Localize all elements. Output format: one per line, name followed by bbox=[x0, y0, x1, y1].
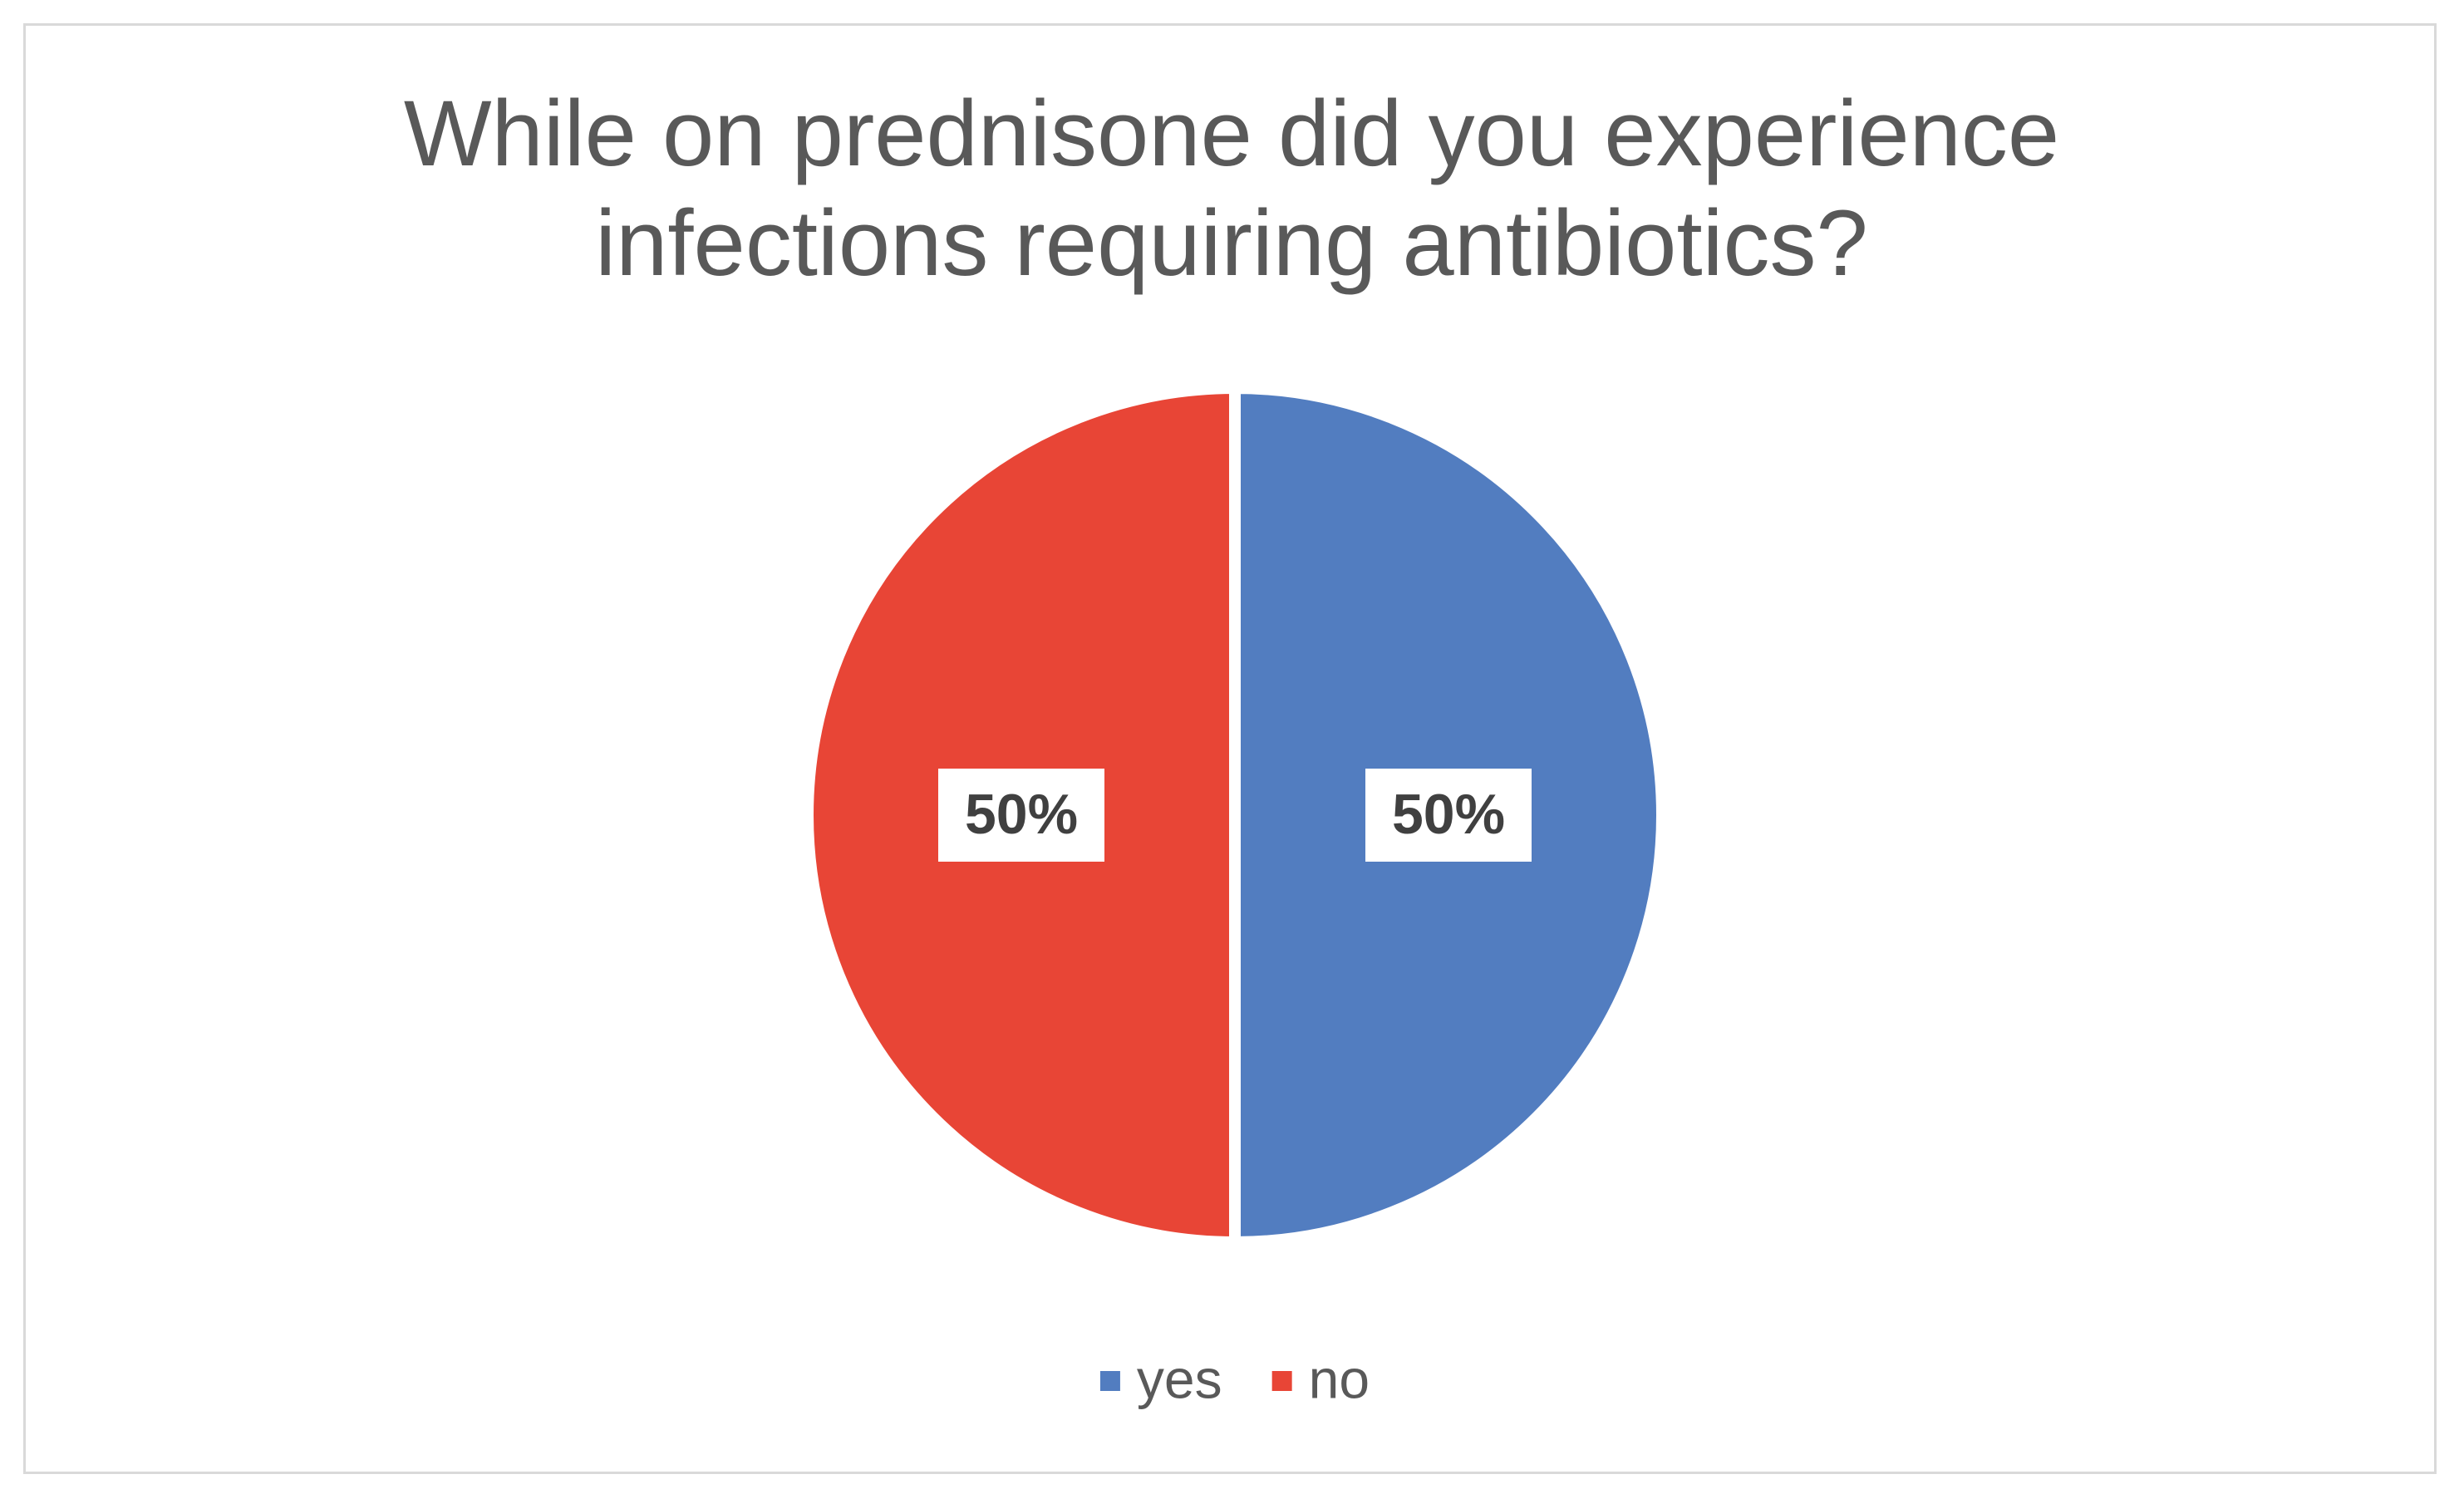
data-label-box bbox=[1365, 769, 1532, 862]
data-label-box bbox=[938, 769, 1104, 862]
legend-marker bbox=[1099, 1371, 1120, 1391]
data-label: 50% bbox=[965, 783, 1078, 846]
legend-label: yes bbox=[1137, 1348, 1222, 1409]
data-label: 50% bbox=[1392, 783, 1505, 846]
legend-label: no bbox=[1309, 1348, 1370, 1409]
legend-marker bbox=[1271, 1371, 1292, 1391]
chart-title: While on prednisone did you experience i… bbox=[403, 81, 2060, 295]
chart-frame bbox=[23, 23, 2437, 1474]
